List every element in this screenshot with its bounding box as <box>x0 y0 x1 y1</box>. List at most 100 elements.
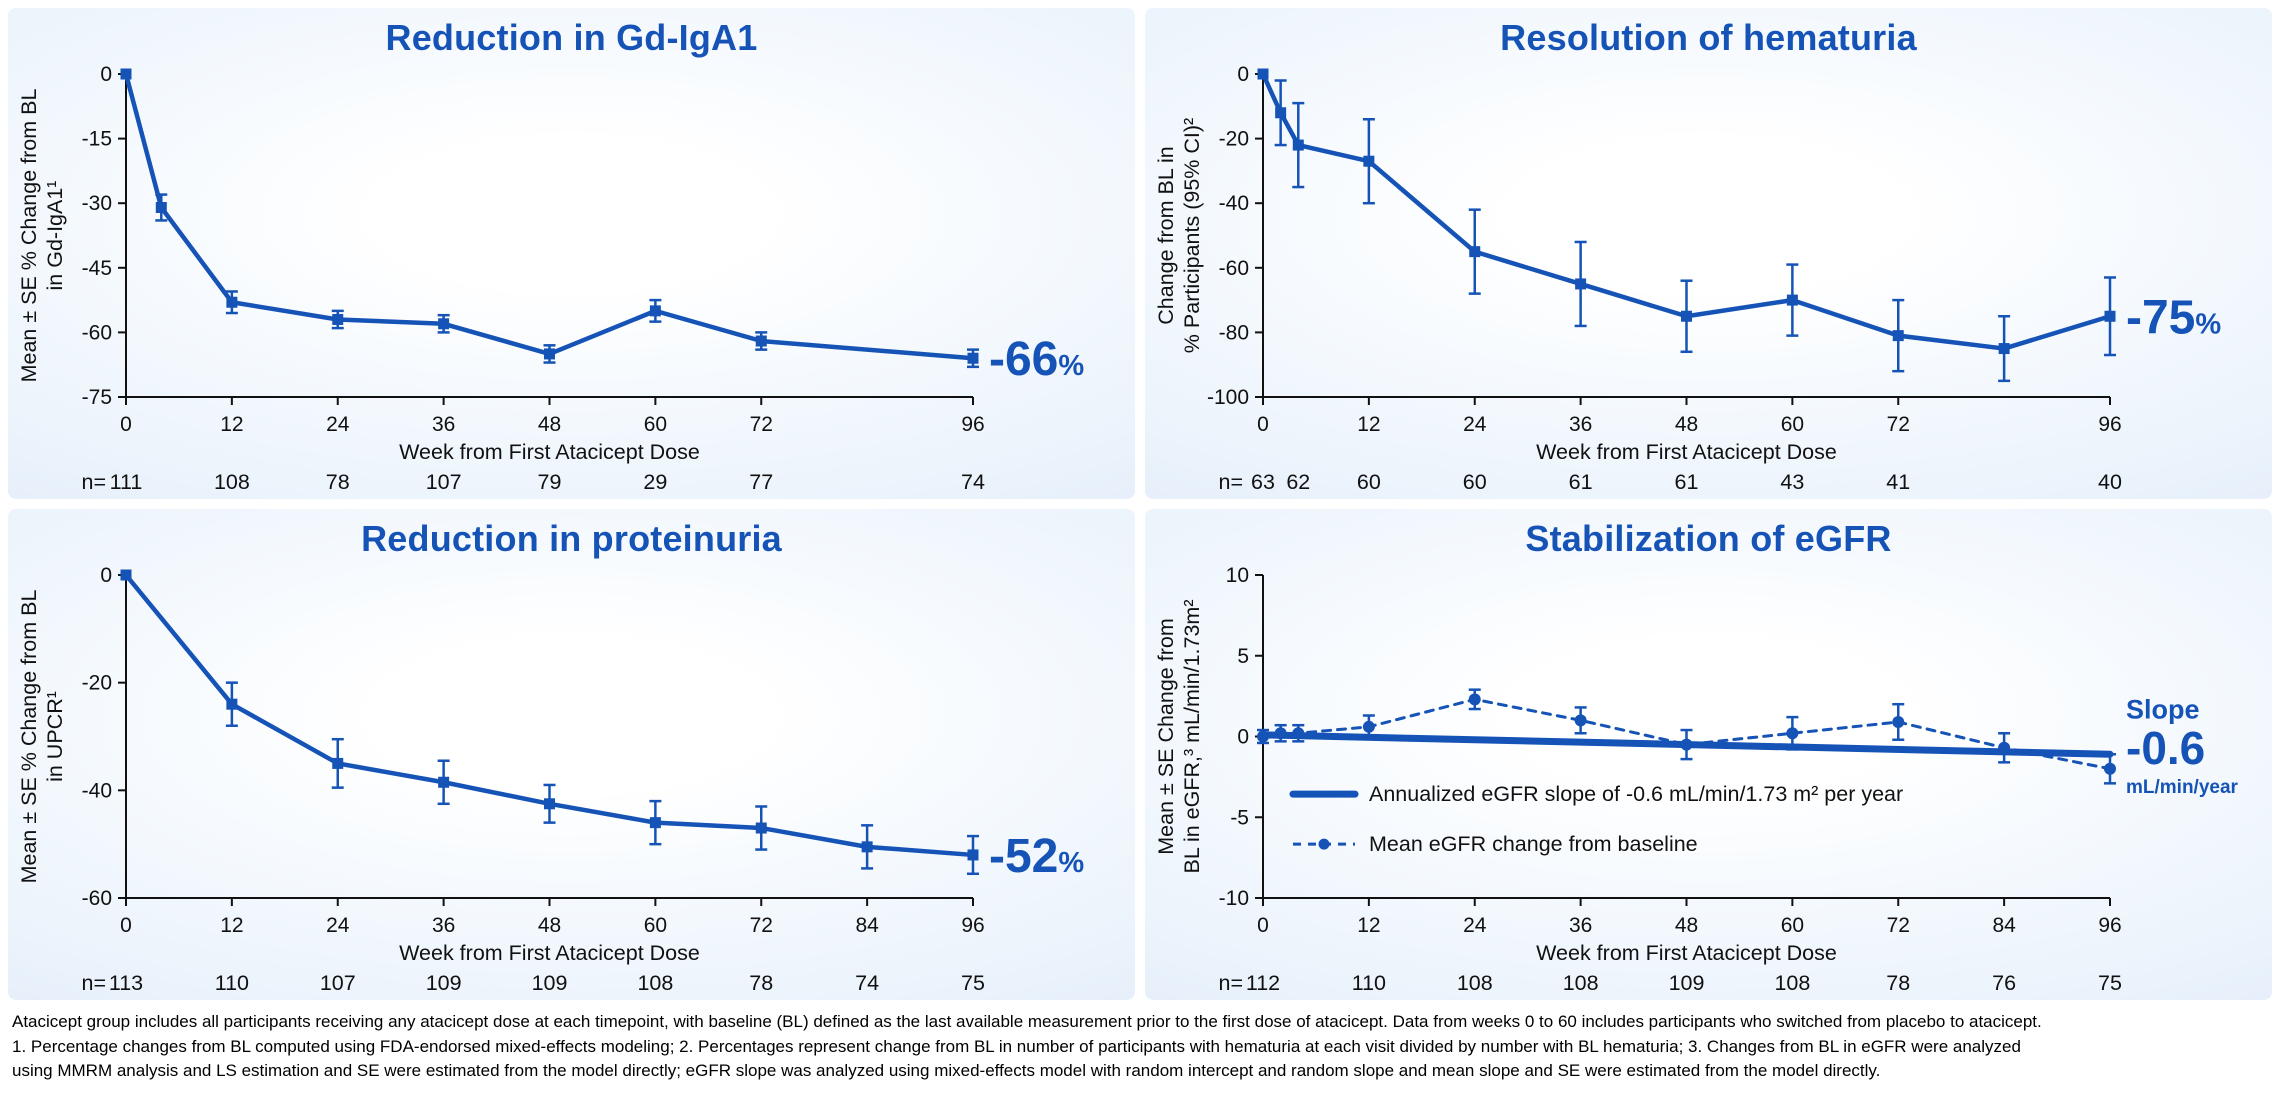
data-point <box>1257 730 1269 743</box>
y-tick-label: -15 <box>82 128 112 151</box>
n-value: 110 <box>1352 971 1386 995</box>
x-tick-label: 96 <box>961 914 984 937</box>
data-point <box>155 202 167 214</box>
slope-unit: mL/min/year <box>2126 777 2239 798</box>
y-tick-label: 5 <box>1237 645 1249 668</box>
x-tick-label: 48 <box>538 413 561 436</box>
n-value: 108 <box>1774 971 1810 995</box>
y-axis-label: BL in eGFR,³ mL/min/1.73m² <box>1180 600 1204 874</box>
data-point <box>1362 720 1375 733</box>
x-axis-label: Week from First Atacicept Dose <box>1536 941 1837 965</box>
data-point <box>1363 155 1375 167</box>
y-axis-label: in Gd-IgA1¹ <box>43 181 67 291</box>
n-value: 77 <box>749 470 773 494</box>
x-tick-label: 0 <box>120 413 132 436</box>
x-tick-label: 72 <box>750 413 773 436</box>
n-value: 60 <box>1357 470 1381 494</box>
data-point <box>1786 294 1798 306</box>
data-point <box>2104 310 2116 322</box>
x-tick-label: 0 <box>1257 914 1269 937</box>
n-value: 62 <box>1286 470 1310 494</box>
n-value: 60 <box>1463 470 1487 494</box>
panel-gd-iga1: Reduction in Gd-IgA1 0 -15 -30 -45 -60 -75 0 12… <box>8 8 1135 499</box>
x-tick-label: 12 <box>1357 914 1380 937</box>
x-tick-label: 96 <box>2098 914 2121 937</box>
n-value: 110 <box>215 971 249 995</box>
n-value: 108 <box>1457 971 1493 995</box>
n-value: 41 <box>1886 470 1910 494</box>
y-tick-label: -60 <box>1219 257 1249 280</box>
x-tick-label: 72 <box>1887 413 1910 436</box>
n-value: 109 <box>532 971 568 995</box>
y-tick-label: 0 <box>100 63 112 86</box>
n-value: 40 <box>2098 470 2122 494</box>
y-tick-label: -40 <box>1219 192 1249 215</box>
data-point <box>1680 738 1693 751</box>
x-tick-label: 48 <box>1675 413 1698 436</box>
y-axis-label: Change from BL in <box>1154 146 1178 324</box>
x-tick-label: 36 <box>432 914 455 937</box>
y-tick-label: -45 <box>82 257 112 280</box>
data-point <box>1998 343 2010 355</box>
y-axis-label: Mean ± SE Change from <box>1154 618 1178 854</box>
y-tick-label: 0 <box>100 564 112 587</box>
data-point <box>1468 693 1481 706</box>
legend-label: Annualized eGFR slope of -0.6 mL/min/1.7… <box>1369 782 1903 806</box>
y-tick-label: -100 <box>1207 386 1249 409</box>
x-tick-label: 12 <box>1357 413 1380 436</box>
y-axis-label: Mean ± SE % Change from BL <box>17 590 41 884</box>
y-tick-label: -30 <box>82 192 112 215</box>
y-tick-label: -20 <box>1219 128 1249 151</box>
y-tick-label: -75 <box>82 386 112 409</box>
n-value: 74 <box>961 470 985 494</box>
data-point <box>1469 246 1481 258</box>
x-tick-label: 24 <box>1463 413 1487 436</box>
y-tick-label: -10 <box>1219 887 1249 910</box>
data-point <box>332 313 344 325</box>
x-tick-label: 36 <box>432 413 455 436</box>
data-point <box>2104 762 2116 775</box>
data-point <box>967 849 979 861</box>
n-value: 78 <box>326 470 350 494</box>
data-point <box>755 822 767 834</box>
legend-marker-dot <box>1318 838 1330 850</box>
y-axis-label: in UPCR¹ <box>43 691 67 782</box>
x-tick-label: 84 <box>855 914 879 937</box>
x-tick-label: 0 <box>1257 413 1269 436</box>
panel-proteinuria: Reduction in proteinuria 0 -20 -40 -60 0 12 24… <box>8 509 1135 1000</box>
slope-label: Slope <box>2126 695 2200 725</box>
data-point <box>226 296 238 308</box>
chart-title-proteinuria: Reduction in proteinuria <box>361 518 782 559</box>
x-axis-label: Week from First Atacicept Dose <box>399 440 700 464</box>
x-tick-label: 0 <box>120 914 132 937</box>
x-tick-label: 36 <box>1569 914 1592 937</box>
x-tick-label: 60 <box>644 914 667 937</box>
data-point <box>1998 741 2011 754</box>
x-tick-label: 96 <box>961 413 984 436</box>
x-tick-label: 60 <box>1781 914 1804 937</box>
x-tick-label: 84 <box>1992 914 2016 937</box>
n-value: 74 <box>855 971 879 995</box>
result-annotation: -52% <box>989 830 1084 883</box>
n-row-label: n= <box>1218 470 1243 494</box>
n-value: 78 <box>1886 971 1910 995</box>
n-value: 113 <box>109 971 143 995</box>
data-point <box>1892 715 1905 728</box>
n-value: 112 <box>1246 971 1280 995</box>
n-value: 75 <box>961 971 985 995</box>
n-value: 79 <box>538 470 562 494</box>
data-point <box>649 305 661 317</box>
data-point <box>120 68 132 80</box>
y-tick-label: -60 <box>82 321 112 344</box>
y-tick-label: -60 <box>82 887 112 910</box>
data-point <box>438 776 450 788</box>
data-point <box>1892 330 1904 342</box>
n-value: 107 <box>426 470 462 494</box>
data-point <box>1292 727 1305 740</box>
footnote-line-1: Atacicept group includes all participant… <box>12 1012 2042 1031</box>
x-axis-label: Week from First Atacicept Dose <box>399 941 700 965</box>
x-tick-label: 60 <box>1781 413 1804 436</box>
footnote-line-3: using MMRM analysis and LS estimation an… <box>12 1061 1881 1081</box>
n-value: 109 <box>1669 971 1705 995</box>
